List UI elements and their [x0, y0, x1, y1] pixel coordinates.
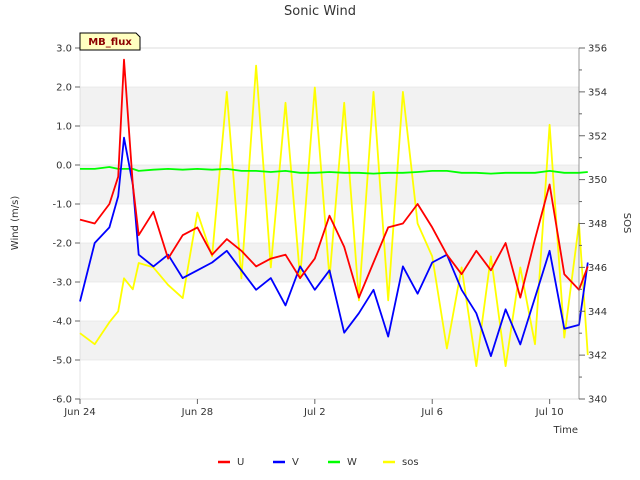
y2-tick-label: 354: [588, 87, 607, 98]
y-tick-label: 2.0: [56, 83, 72, 94]
x-tick-label: Jul 2: [303, 407, 326, 418]
y2-tick-label: 350: [588, 175, 607, 186]
y-tick-label: -3.0: [52, 278, 72, 289]
x-axis-title: Time: [553, 425, 578, 436]
y2-tick-label: 348: [588, 219, 607, 230]
series-layer: [79, 58, 589, 368]
y2-tick-label: 356: [588, 44, 607, 55]
legend-label-v: V: [292, 457, 299, 468]
x-tick-label: Jun 24: [63, 407, 96, 418]
x-axis: Jun 24 Jun 28 Jul 2 Jul 6 Jul 10: [63, 399, 564, 418]
y-tick-label: -6.0: [52, 395, 72, 406]
y-axis-title: Wind (m/s): [10, 196, 21, 251]
y2-tick-label: 342: [588, 351, 607, 362]
y2-tick-label: 340: [588, 395, 607, 406]
badge-label: MB_flux: [88, 37, 132, 48]
grid-band: [80, 87, 579, 126]
mb-flux-badge: MB_flux: [79, 32, 141, 51]
y2-axis-title: SOS: [621, 213, 632, 234]
grid-band: [80, 165, 579, 204]
series-line-v: [79, 136, 589, 358]
y-tick-label: -4.0: [52, 317, 72, 328]
series-line-sos: [79, 64, 589, 368]
y-tick-label: 1.0: [56, 122, 72, 133]
y2-tick-label: 346: [588, 263, 607, 274]
background-bands: [80, 87, 579, 360]
y-tick-label: -2.0: [52, 239, 72, 250]
y2-tick-label: 344: [588, 307, 607, 318]
x-tick-label: Jul 6: [420, 407, 443, 418]
series-line-w: [80, 166, 588, 175]
series-line-u: [79, 58, 589, 299]
legend-label-u: U: [237, 457, 244, 468]
legend-label-sos: sos: [402, 457, 419, 468]
left-y-axis: 3.0 2.0 1.0 0.0 -1.0 -2.0 -3.0 -4.0 -5.0 -6.0: [52, 44, 80, 406]
x-tick-label: Jun 28: [181, 407, 214, 418]
y-tick-label: -5.0: [52, 356, 72, 367]
y2-tick-label: 352: [588, 131, 607, 142]
y-tick-label: 0.0: [56, 161, 72, 172]
legend-label-w: W: [347, 457, 357, 468]
badge-box: [79, 32, 141, 51]
x-tick-label: Jul 10: [535, 407, 564, 418]
y-tick-label: -1.0: [52, 200, 72, 211]
right-y-axis: 340 342 344 346 348 350 352 354 356: [578, 44, 607, 406]
chart-title: Sonic Wind: [284, 4, 356, 19]
y-tick-label: 3.0: [56, 44, 72, 55]
